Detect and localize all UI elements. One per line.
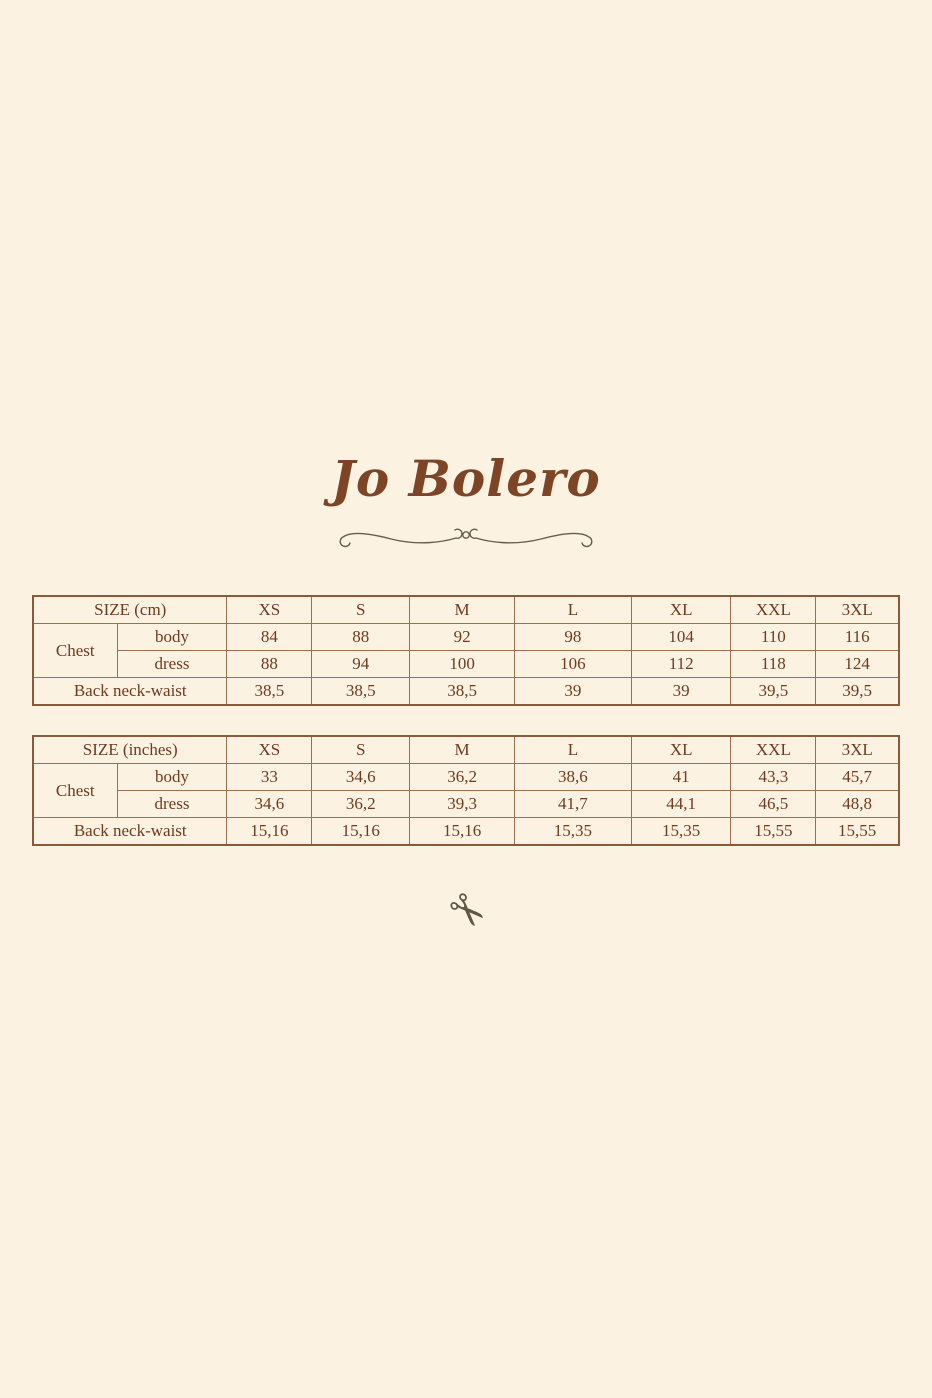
value-cell: 104 — [630, 623, 732, 651]
value-cell: 34,6 — [226, 790, 313, 818]
value-cell: 15,55 — [730, 817, 817, 846]
value-cell: 84 — [226, 623, 313, 651]
dress-label: dress — [116, 650, 228, 678]
value-cell: 15,55 — [815, 817, 900, 846]
value-cell: 39 — [630, 677, 732, 706]
value-cell: 34,6 — [311, 763, 411, 791]
value-cell: 39 — [513, 677, 632, 706]
size-header-m: M — [409, 735, 515, 764]
value-cell: 41 — [630, 763, 732, 791]
size-header-s: S — [311, 595, 411, 624]
value-cell: 106 — [513, 650, 632, 678]
page-title: Jo Bolero — [331, 449, 601, 508]
size-header-xxl: XXL — [730, 595, 817, 624]
chest-label: Chest — [32, 623, 118, 678]
back-neck-waist-label: Back neck-waist — [32, 817, 228, 846]
value-cell: 88 — [311, 623, 411, 651]
size-header-xxl: XXL — [730, 735, 817, 764]
value-cell: 41,7 — [513, 790, 632, 818]
value-cell: 33 — [226, 763, 313, 791]
size-unit-header: SIZE (inches) — [32, 735, 228, 764]
size-header-xs: XS — [226, 735, 313, 764]
value-cell: 39,5 — [730, 677, 817, 706]
value-cell: 46,5 — [730, 790, 817, 818]
decorative-flourish — [331, 520, 601, 559]
value-cell: 43,3 — [730, 763, 817, 791]
size-header-m: M — [409, 595, 515, 624]
size-table-inches: SIZE (inches) XS S M L XL XXL 3XL Chest … — [32, 735, 900, 846]
value-cell: 36,2 — [409, 763, 515, 791]
value-cell: 38,5 — [409, 677, 515, 706]
chest-dress-row: dress 88 94 100 106 112 118 124 — [33, 650, 900, 678]
back-neck-waist-row: Back neck-waist 38,5 38,5 38,5 39 39 39,… — [32, 677, 900, 706]
value-cell: 92 — [409, 623, 515, 651]
value-cell: 15,16 — [409, 817, 515, 846]
chest-body-row: Chest body 84 88 92 98 104 110 116 — [32, 623, 900, 678]
chest-label: Chest — [32, 763, 118, 818]
value-cell: 110 — [730, 623, 817, 651]
value-cell: 48,8 — [815, 790, 900, 818]
value-cell: 94 — [311, 650, 411, 678]
value-cell: 38,5 — [226, 677, 313, 706]
value-cell: 15,35 — [630, 817, 732, 846]
value-cell: 36,2 — [311, 790, 411, 818]
value-cell: 44,1 — [630, 790, 732, 818]
table-header-row: SIZE (cm) XS S M L XL XXL 3XL — [32, 595, 900, 624]
body-label: body — [116, 623, 228, 651]
scissors-icon: ✂ — [434, 880, 498, 943]
back-neck-waist-label: Back neck-waist — [32, 677, 228, 706]
value-cell: 98 — [513, 623, 632, 651]
value-cell: 38,5 — [311, 677, 411, 706]
chest-dress-row: dress 34,6 36,2 39,3 41,7 44,1 46,5 48,8 — [33, 790, 900, 818]
table-header-row: SIZE (inches) XS S M L XL XXL 3XL — [32, 735, 900, 764]
size-header-s: S — [311, 735, 411, 764]
size-header-l: L — [513, 595, 632, 624]
scissors-ornament: ✂ — [0, 880, 932, 966]
flourish-swirl-icon — [339, 528, 593, 548]
size-unit-header: SIZE (cm) — [32, 595, 228, 624]
back-neck-waist-row: Back neck-waist 15,16 15,16 15,16 15,35 … — [32, 817, 900, 846]
value-cell: 39,5 — [815, 677, 900, 706]
size-header-l: L — [513, 735, 632, 764]
value-cell: 38,6 — [513, 763, 632, 791]
size-header-3xl: 3XL — [815, 595, 900, 624]
value-cell: 116 — [815, 623, 900, 651]
chest-body-row: Chest body 33 34,6 36,2 38,6 41 43,3 45,… — [32, 763, 900, 818]
value-cell: 100 — [409, 650, 515, 678]
value-cell: 118 — [730, 650, 817, 678]
value-cell: 15,16 — [226, 817, 313, 846]
size-header-3xl: 3XL — [815, 735, 900, 764]
value-cell: 39,3 — [409, 790, 515, 818]
value-cell: 15,35 — [513, 817, 632, 846]
dress-label: dress — [116, 790, 228, 818]
value-cell: 45,7 — [815, 763, 900, 791]
value-cell: 88 — [226, 650, 313, 678]
size-header-xl: XL — [630, 735, 732, 764]
size-header-xs: XS — [226, 595, 313, 624]
value-cell: 124 — [815, 650, 900, 678]
size-table-cm: SIZE (cm) XS S M L XL XXL 3XL Chest body… — [32, 595, 900, 706]
size-header-xl: XL — [630, 595, 732, 624]
body-label: body — [116, 763, 228, 791]
value-cell: 112 — [630, 650, 732, 678]
value-cell: 15,16 — [311, 817, 411, 846]
